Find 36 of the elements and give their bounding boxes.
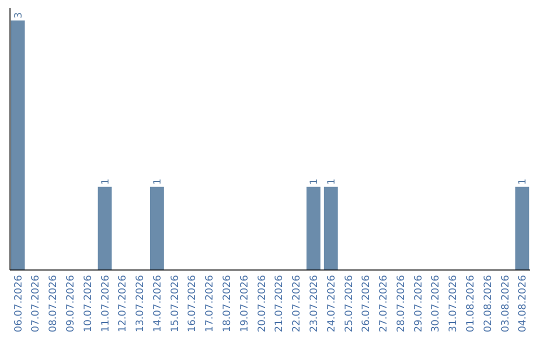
x-tick-label: 24.07.2026 <box>326 275 338 332</box>
x-tick-label: 07.07.2026 <box>30 275 42 332</box>
x-tick-label: 21.07.2026 <box>274 275 286 332</box>
x-tick-label: 15.07.2026 <box>170 275 181 332</box>
data-label: 1 <box>518 178 529 185</box>
x-tick-label: 03.08.2026 <box>500 275 512 332</box>
x-tick-label: 20.07.2026 <box>256 275 268 332</box>
data-label: 1 <box>308 178 320 185</box>
x-tick-label: 27.07.2026 <box>378 275 390 332</box>
x-tick-label: 13.07.2026 <box>135 275 146 332</box>
x-tick-label: 09.07.2026 <box>66 275 76 332</box>
x-tick-label: 11.07.2026 <box>100 275 112 332</box>
x-tick-label: 29.07.2026 <box>413 275 424 332</box>
x-tick-label: 06.07.2026 <box>13 275 24 332</box>
x-tick-label: 31.07.2026 <box>448 275 460 332</box>
x-tick-label: 23.07.2026 <box>308 275 320 332</box>
data-label: 3 <box>13 12 24 18</box>
x-tick-label: 12.07.2026 <box>118 275 129 332</box>
data-label: 1 <box>100 178 112 185</box>
x-tick-label: 08.07.2026 <box>48 275 60 332</box>
x-tick-label: 16.07.2026 <box>187 275 198 332</box>
x-tick-label: 17.07.2026 <box>204 275 216 332</box>
x-tick-label: 01.08.2026 <box>466 275 476 332</box>
x-tick-label: 18.07.2026 <box>222 275 234 332</box>
x-tick-label: 10.07.2026 <box>82 275 94 332</box>
x-tick-label: 22.07.2026 <box>292 275 303 332</box>
x-tick-label: 04.08.2026 <box>518 275 529 332</box>
x-tick-label: 26.07.2026 <box>361 275 372 332</box>
x-tick-label: 28.07.2026 <box>396 275 407 332</box>
x-tick-label: 19.07.2026 <box>239 275 250 332</box>
x-tick-label: 30.07.2026 <box>430 275 442 332</box>
x-tick-label: 14.07.2026 <box>152 275 164 332</box>
data-label: 1 <box>326 178 338 185</box>
data-label: 1 <box>152 178 164 185</box>
x-tick-label: 25.07.2026 <box>344 275 355 332</box>
x-tick-label: 02.08.2026 <box>482 275 494 332</box>
